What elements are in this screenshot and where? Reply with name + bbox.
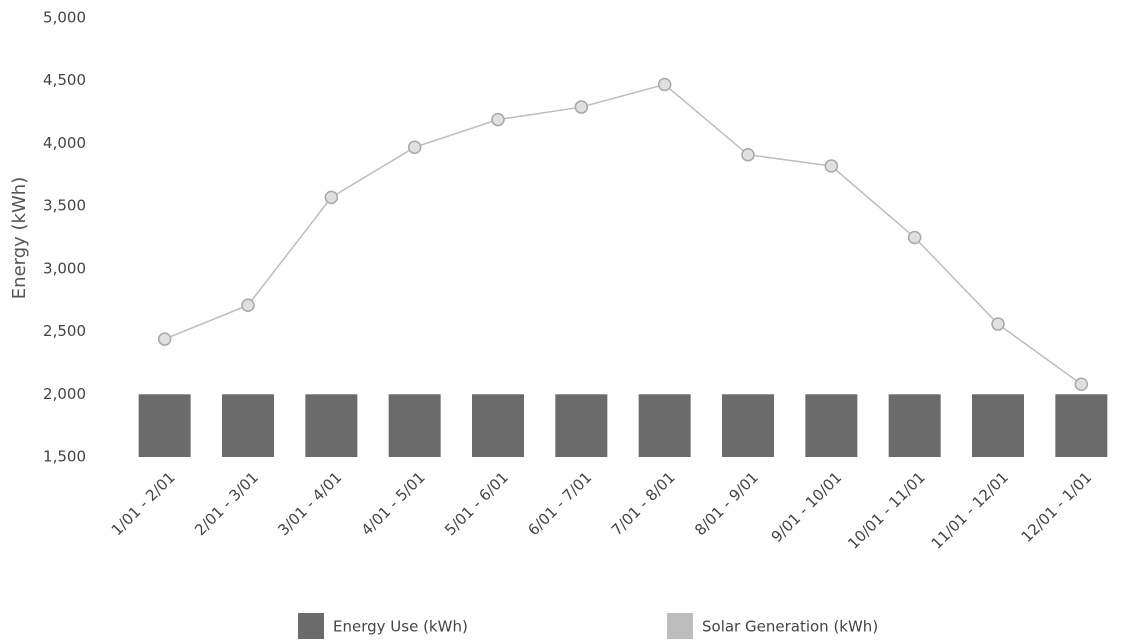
point [324, 190, 339, 205]
bar [1055, 394, 1108, 457]
bar [972, 394, 1024, 457]
x-tick-label: 4/01 - 5/01 [358, 468, 429, 539]
y-tick-label: 5,000 [43, 9, 86, 27]
x-tick-label: 8/01 - 9/01 [691, 468, 762, 539]
point [741, 147, 755, 162]
y-tick-label: 2,000 [43, 385, 86, 403]
y-axis-label: Energy (kWh) [9, 177, 30, 299]
point [241, 298, 255, 312]
bar [638, 394, 691, 457]
point [491, 112, 505, 127]
x-tick-label: 5/01 - 6/01 [441, 468, 512, 539]
x-tick-label: 11/01 - 12/01 [928, 468, 1012, 552]
bar [472, 394, 524, 457]
x-tick-label: 6/01 - 7/01 [524, 468, 595, 539]
y-tick-label: 4,000 [43, 134, 86, 152]
line [164, 83, 1082, 385]
x-tick-label: 9/01 - 10/01 [768, 468, 846, 546]
x-tick-label: 10/01 - 11/01 [844, 468, 928, 552]
point [991, 317, 1005, 331]
bar [138, 394, 191, 457]
point [574, 100, 589, 114]
x-tick-label: 1/01 - 2/01 [108, 468, 179, 539]
y-tick-label: 1,500 [43, 448, 86, 466]
x-tick-label: 12/01 - 1/01 [1018, 468, 1096, 546]
bar [388, 394, 441, 457]
legend-swatch [667, 613, 693, 639]
y-tick-label: 2,500 [43, 322, 86, 340]
x-tick-label: 7/01 - 8/01 [608, 468, 679, 539]
legend-label: Energy Use (kWh) [333, 618, 468, 636]
x-tick-label: 3/01 - 4/01 [274, 468, 345, 539]
bar [888, 394, 941, 457]
bar [805, 394, 858, 457]
bar [722, 394, 774, 457]
point [824, 159, 839, 173]
point [1074, 377, 1089, 392]
legend-swatch [298, 613, 324, 639]
legend-label: Solar Generation (kWh) [702, 618, 878, 636]
y-tick-label: 3,000 [43, 259, 86, 277]
bar [305, 394, 358, 457]
x-tick-label: 2/01 - 3/01 [191, 468, 262, 539]
point [657, 77, 672, 92]
y-tick-label: 4,500 [43, 71, 86, 89]
bar [555, 394, 608, 457]
point [157, 332, 172, 346]
point [407, 140, 422, 154]
y-tick-label: 3,500 [43, 197, 86, 215]
point [907, 230, 922, 245]
bar [222, 394, 274, 457]
